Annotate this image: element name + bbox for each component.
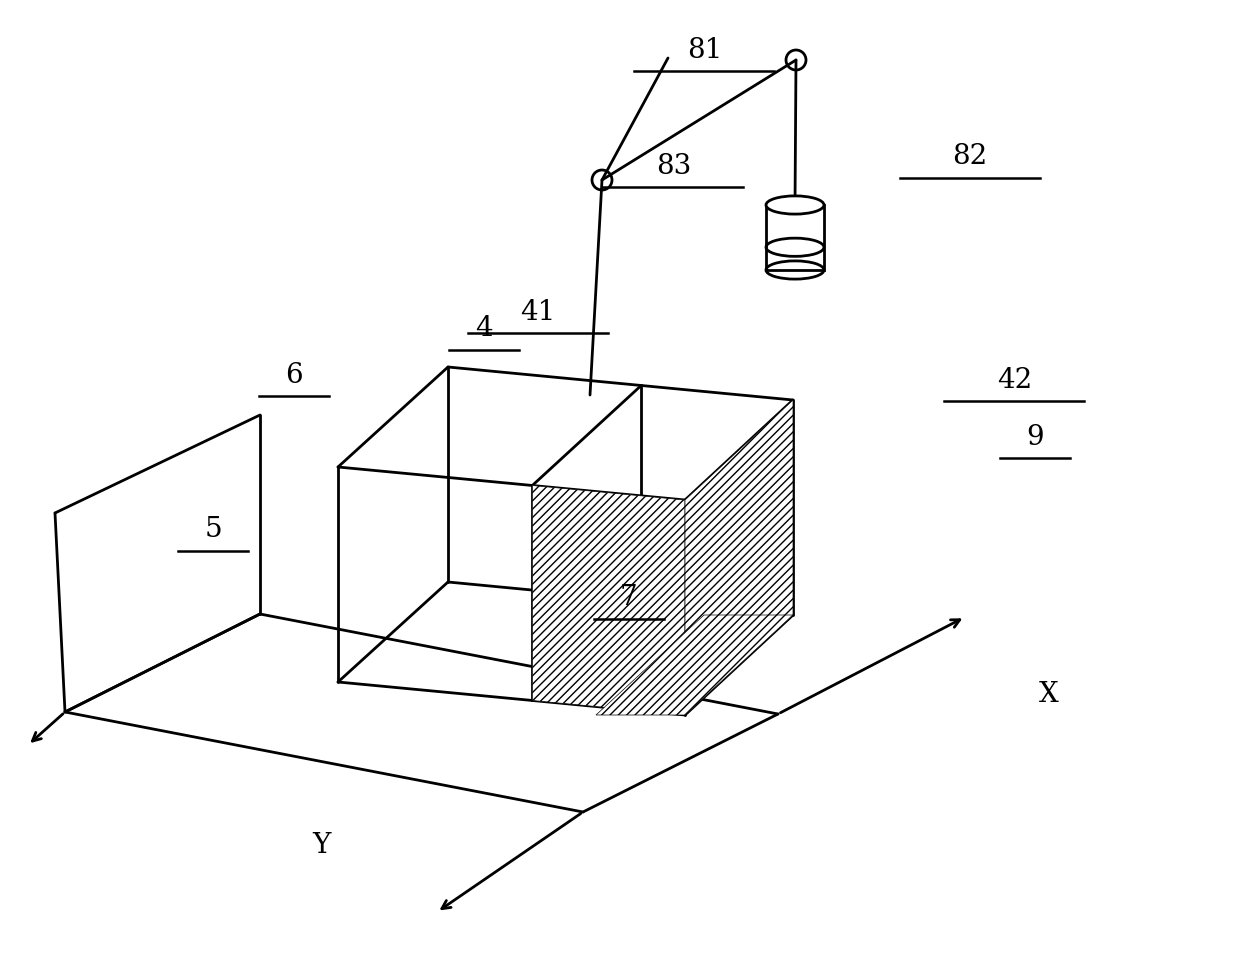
Text: 81: 81 bbox=[687, 37, 722, 64]
Polygon shape bbox=[596, 615, 794, 715]
Text: 41: 41 bbox=[521, 299, 556, 326]
Text: 82: 82 bbox=[952, 143, 987, 170]
Polygon shape bbox=[532, 485, 684, 715]
Ellipse shape bbox=[766, 196, 825, 214]
Text: 7: 7 bbox=[620, 584, 637, 611]
Text: X: X bbox=[1039, 681, 1059, 708]
Bar bbox=[766, 205, 825, 270]
Text: 6: 6 bbox=[285, 362, 303, 389]
Text: 83: 83 bbox=[656, 153, 691, 180]
Text: 42: 42 bbox=[997, 366, 1032, 394]
Text: 5: 5 bbox=[205, 516, 222, 543]
Text: 4: 4 bbox=[475, 315, 492, 342]
Text: 9: 9 bbox=[1027, 424, 1044, 451]
Polygon shape bbox=[684, 400, 794, 715]
Text: Y: Y bbox=[312, 832, 330, 859]
